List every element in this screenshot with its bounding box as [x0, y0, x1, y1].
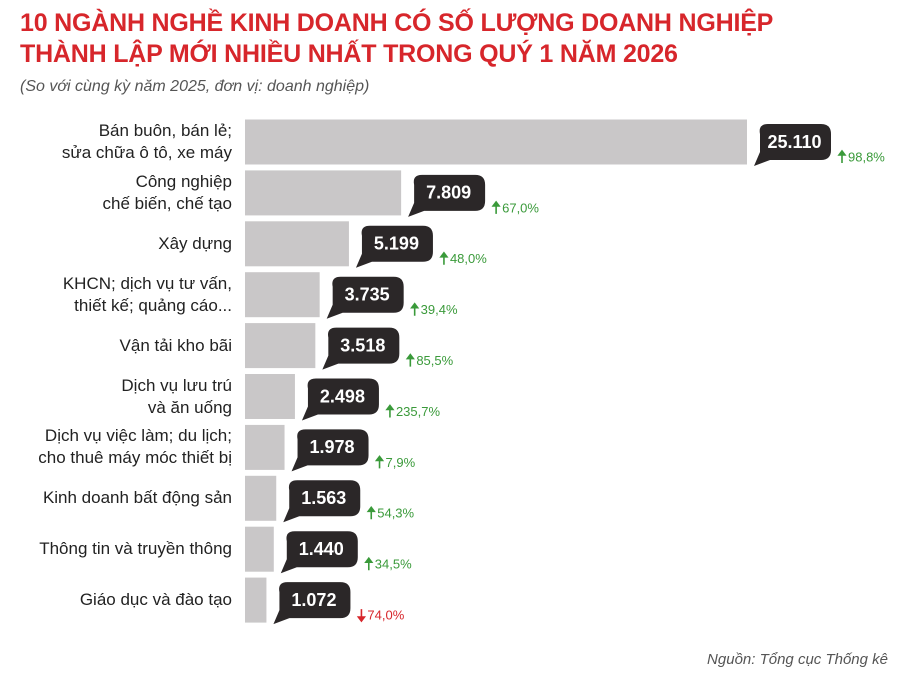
- value-bubble: [754, 124, 831, 166]
- change-arrow: [364, 556, 374, 571]
- change-label: 54,3%: [377, 506, 414, 521]
- change-label: 39,4%: [421, 302, 458, 317]
- value-label: 25.110: [767, 132, 821, 152]
- value-label: 1.978: [310, 437, 355, 457]
- change-label: 7,9%: [386, 455, 416, 470]
- bar: [245, 272, 320, 318]
- category-label: Bán buôn, bán lẻ; sửa chữa ô tô, xe máy: [61, 121, 232, 162]
- value-label: 2.498: [320, 386, 365, 406]
- value-label: 1.440: [299, 539, 344, 559]
- category-label: Xây dựng: [158, 233, 232, 253]
- value-bubble: [322, 327, 400, 370]
- change-arrow: [366, 505, 376, 520]
- change-label: 67,0%: [502, 200, 539, 215]
- value-bubble: [326, 276, 404, 319]
- chart-subtitle: (So với cùng kỳ năm 2025, đơn vị: doanh …: [20, 78, 370, 95]
- change-arrow: [491, 200, 501, 214]
- change-arrow: [356, 609, 367, 623]
- value-bubble: [291, 429, 369, 472]
- bar: [245, 475, 277, 521]
- bar: [245, 374, 295, 419]
- value-label: 7.809: [426, 183, 471, 203]
- chart-title: 10 NGÀNH NGHỀ KINH DOANH CÓ SỐ LƯỢNG DOA…: [20, 9, 774, 68]
- bar: [245, 526, 274, 572]
- change-arrow: [374, 455, 385, 469]
- value-bubble: [273, 582, 351, 625]
- bar: [245, 170, 402, 216]
- change-label: 98,8%: [848, 149, 885, 164]
- category-label: Thông tin và truyền thông: [39, 539, 232, 559]
- change-arrow: [405, 353, 415, 367]
- value-label: 3.735: [345, 284, 390, 304]
- change-arrow: [410, 302, 420, 316]
- value-label: 1.563: [301, 488, 346, 508]
- value-label: 1.072: [291, 590, 336, 610]
- value-bubble: [355, 225, 433, 268]
- category-label: Dịch vụ lưu trú và ăn uống: [121, 375, 232, 417]
- bar: [245, 577, 267, 623]
- change-arrow: [439, 251, 449, 265]
- category-label: Giáo dục và đào tạo: [79, 590, 232, 610]
- change-label: 48,0%: [450, 251, 487, 266]
- bar: [245, 424, 285, 470]
- bar: [245, 119, 747, 165]
- category-label: Kinh doanh bất động sản: [42, 488, 232, 508]
- value-label: 5.199: [374, 234, 419, 254]
- value-label: 3.518: [340, 335, 385, 355]
- change-arrow: [837, 149, 847, 163]
- bar: [245, 323, 316, 369]
- value-bubble: [408, 174, 486, 217]
- category-label: KHCN; dịch vụ tư vấn, thiết kế; quảng cá…: [62, 273, 232, 315]
- change-label: 34,5%: [375, 557, 412, 572]
- change-label: 235,7%: [396, 404, 441, 419]
- change-label: 85,5%: [416, 353, 453, 368]
- value-bubble: [280, 531, 358, 574]
- category-label: Dịch vụ việc làm; du lịch; cho thuê máy …: [38, 426, 232, 468]
- change-arrow: [385, 404, 395, 418]
- change-label: 74,0%: [367, 608, 404, 623]
- source: Nguồn: Tổng cục Thống kê: [707, 651, 888, 668]
- value-bubble: [283, 480, 361, 523]
- category-label: Công nghiệp chế biến, chế tạo: [102, 171, 232, 213]
- bar: [245, 221, 349, 267]
- category-label: Vận tải kho bãi: [119, 335, 232, 355]
- value-bubble: [301, 378, 379, 421]
